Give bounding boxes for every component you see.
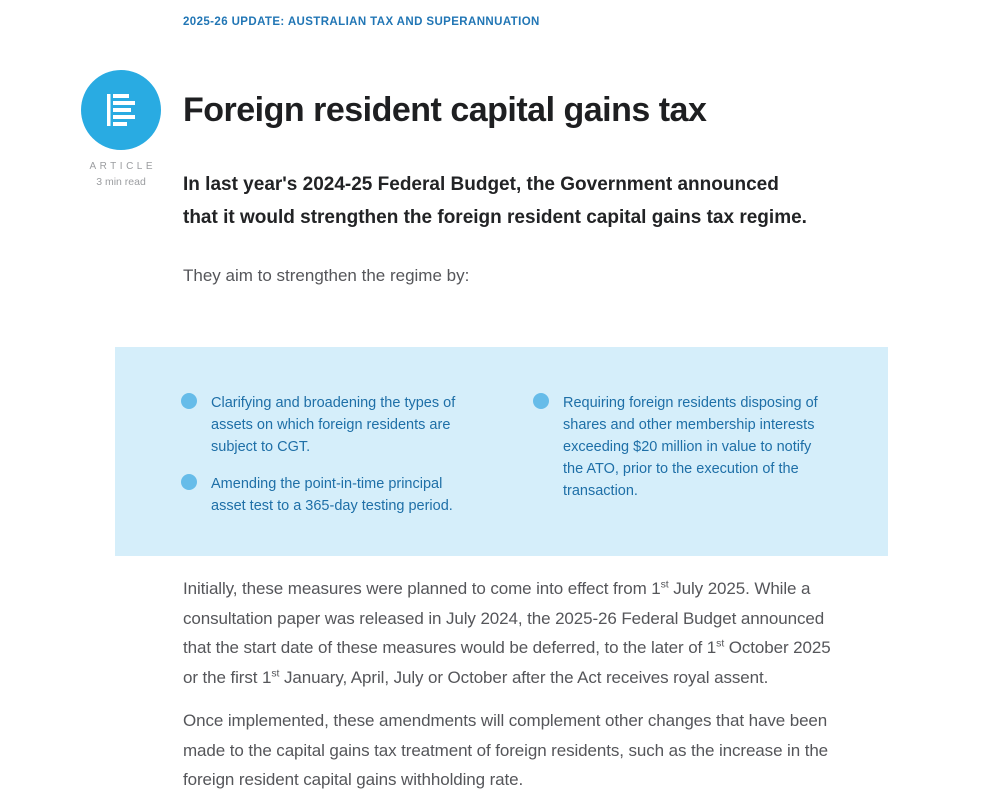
bullet-dot-icon: [181, 393, 197, 409]
bullet-text: Clarifying and broadening the types of a…: [211, 395, 456, 455]
bullet-text: Amending the point-in-time principal ass…: [211, 476, 453, 514]
article-type-label: ARTICLE: [89, 161, 157, 172]
article-content: Foreign resident capital gains tax In la…: [183, 88, 843, 288]
lead-in-text: They aim to strengthen the regime by:: [183, 266, 470, 285]
document-lines-icon: [107, 94, 135, 126]
bullet-list: Clarifying and broadening the types of a…: [181, 392, 473, 517]
article-badge: ARTICLE 3 min read: [81, 70, 161, 188]
bullet-column-right: Requiring foreign residents disposing of…: [533, 392, 825, 532]
bullet-dot-icon: [181, 474, 197, 490]
bullet-dot-icon: [533, 393, 549, 409]
bullet-item: Requiring foreign residents disposing of…: [533, 392, 825, 502]
body-paragraph: Once implemented, these amendments will …: [183, 711, 829, 789]
bullet-text: Requiring foreign residents disposing of…: [563, 395, 818, 499]
article-body: Initially, these measures were planned t…: [183, 574, 841, 809]
bullet-list: Requiring foreign residents disposing of…: [533, 392, 825, 502]
eyebrow-label: 2025-26 UPDATE: AUSTRALIAN TAX AND SUPER…: [183, 16, 540, 28]
article-badge-circle: [81, 70, 161, 150]
page-title: Foreign resident capital gains tax: [183, 91, 707, 129]
highlight-box: Clarifying and broadening the types of a…: [115, 347, 888, 556]
highlight-box-columns: Clarifying and broadening the types of a…: [181, 392, 888, 532]
read-time-label: 3 min read: [96, 176, 146, 188]
bullet-column-left: Clarifying and broadening the types of a…: [181, 392, 473, 532]
bullet-item: Amending the point-in-time principal ass…: [181, 473, 473, 517]
body-paragraph: Initially, these measures were planned t…: [183, 578, 831, 687]
bullet-item: Clarifying and broadening the types of a…: [181, 392, 473, 458]
intro-paragraph: In last year's 2024-25 Federal Budget, t…: [183, 174, 807, 228]
